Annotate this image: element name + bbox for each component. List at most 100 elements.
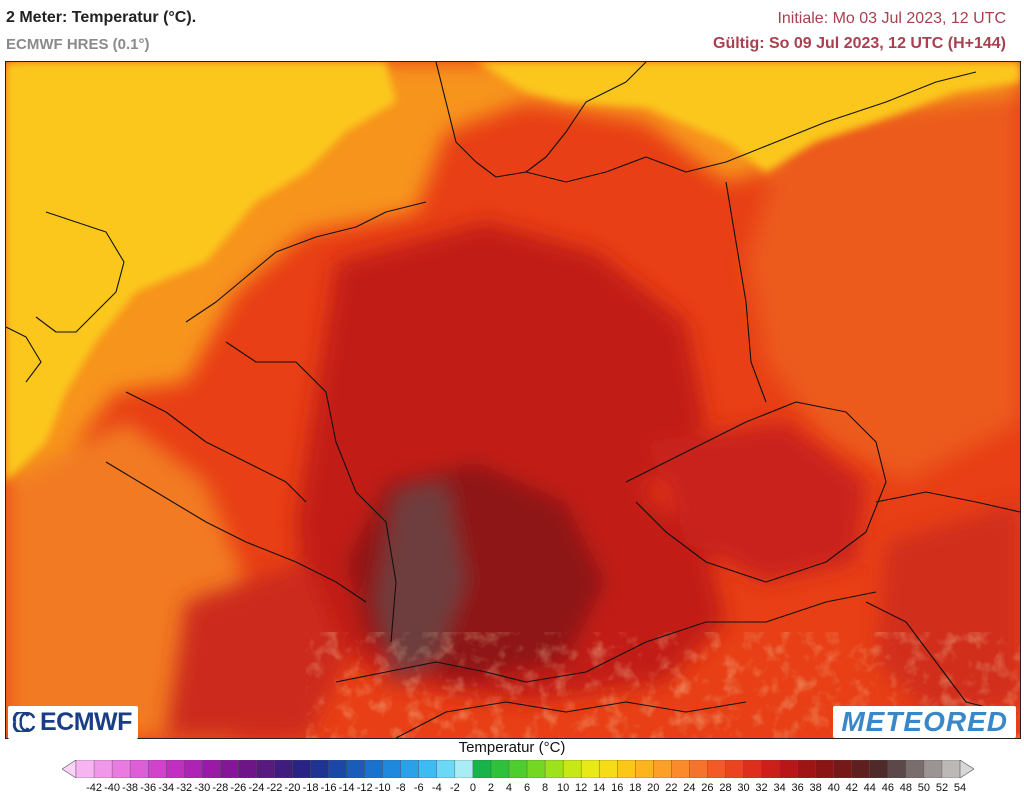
- colorbar-tick-label: 34: [773, 782, 786, 794]
- legend-title: Temperatur (°C): [458, 739, 566, 756]
- meteored-logo[interactable]: METEORED: [833, 706, 1016, 738]
- ecmwf-logo-text: ECMWF: [40, 708, 132, 736]
- colorbar-swatch: [328, 760, 348, 778]
- colorbar-swatch: [472, 760, 492, 778]
- colorbar-swatch: [418, 760, 438, 778]
- colorbar-tick-label: 32: [755, 782, 768, 794]
- baltic-coast: [525, 71, 977, 183]
- colorbar-tick-label: -2: [449, 782, 460, 794]
- colorbar-swatch: [111, 760, 131, 778]
- colorbar-min-arrow: [62, 760, 77, 778]
- colorbar-tick-label: 2: [487, 782, 494, 794]
- init-time: Initiale: Mo 03 Jul 2023, 12 UTC: [777, 10, 1006, 27]
- colorbar-swatch: [508, 760, 528, 778]
- colorbar-tick-label: -20: [284, 782, 301, 794]
- colorbar-swatch: [129, 760, 149, 778]
- temperature-map[interactable]: [5, 61, 1021, 739]
- colorbar-swatch: [815, 760, 835, 778]
- color-bar-ticks: -42 -40 -38 -36 -34 -32 -30 -28 -26 -24 -22 -20 -18-…: [0, 782, 1024, 798]
- czech-border: [625, 401, 887, 583]
- colorbar-tick-label: 38: [809, 782, 822, 794]
- colorbar-swatch: [202, 760, 221, 778]
- colorbar-swatch: [93, 760, 113, 778]
- colorbar-tick-label: 14: [593, 782, 606, 794]
- czech-hot: [646, 422, 866, 582]
- france-border: [105, 461, 367, 603]
- italy-border: [395, 701, 747, 738]
- colorbar-tick-label: -34: [158, 782, 175, 794]
- colorbar-swatch: [436, 760, 456, 778]
- colorbar-tick-label: 16: [611, 782, 624, 794]
- west-border: [225, 341, 397, 643]
- colorbar-tick-label: 0: [469, 782, 476, 794]
- colorbar-swatch: [75, 760, 95, 778]
- colorbar-tick-label: -42: [86, 782, 102, 794]
- colorbar-swatch: [310, 760, 330, 778]
- color-bar: [62, 760, 974, 778]
- colorbar-swatch: [598, 760, 618, 778]
- ecmwf-logo: ECMWF: [8, 706, 138, 739]
- colorbar-tick-label: -4: [431, 782, 442, 794]
- colorbar-swatch: [166, 760, 185, 778]
- south-west-hot: [166, 562, 346, 738]
- colorbar-swatch: [707, 760, 726, 778]
- colorbar-tick-label: -30: [194, 782, 211, 794]
- colorbar-swatch: [562, 760, 582, 778]
- colorbar-swatch: [256, 760, 275, 778]
- denmark-coast: [435, 62, 647, 178]
- netherlands-coast: [185, 201, 427, 323]
- uk-coastline: [6, 211, 125, 383]
- colorbar-swatch: [725, 760, 745, 778]
- colorbar-swatch: [526, 760, 546, 778]
- colorbar-tick-label: 52: [935, 782, 949, 794]
- colorbar-tick-label: -14: [338, 782, 355, 794]
- colorbar-swatch: [147, 760, 167, 778]
- colorbar-tick-label: -6: [413, 782, 424, 794]
- colorbar-tick-label: -10: [374, 782, 391, 794]
- colorbar-tick-label: -36: [140, 782, 157, 794]
- colorbar-tick-label: 8: [541, 782, 549, 794]
- colorbar-tick-label: 10: [556, 782, 570, 794]
- swiss-border: [335, 661, 527, 683]
- colorbar-swatch: [238, 760, 257, 778]
- poland-border: [725, 181, 767, 403]
- colorbar-swatch: [454, 760, 474, 778]
- colorbar-swatch: [797, 760, 817, 778]
- colorbar-swatch: [851, 760, 871, 778]
- colorbar-tick-label: -12: [356, 782, 373, 794]
- colorbar-max-arrow: [959, 760, 974, 778]
- colorbar-tick-label: 18: [629, 782, 642, 794]
- model-label: ECMWF HRES (0.1°): [6, 36, 150, 53]
- colorbar-swatch: [184, 760, 203, 778]
- colorbar-tick-label: 54: [953, 782, 967, 794]
- colorbar-swatch: [923, 760, 943, 778]
- colorbar-swatch: [833, 760, 853, 778]
- colorbar-swatch: [887, 760, 907, 778]
- colorbar-swatch: [761, 760, 781, 778]
- slovakia-border: [875, 491, 1020, 513]
- colorbar-tick-label: 28: [719, 782, 732, 794]
- colorbar-tick-label: 44: [863, 782, 876, 794]
- colorbar-tick-label: -40: [104, 782, 121, 794]
- east-field: [746, 92, 1020, 482]
- colorbar-tick-label: -18: [302, 782, 319, 794]
- colorbar-tick-label: 22: [665, 782, 678, 794]
- valid-time: Gültig: So 09 Jul 2023, 12 UTC (H+144): [713, 35, 1006, 52]
- hungary-border: [865, 601, 1007, 713]
- colorbar-swatch: [653, 760, 672, 778]
- colorbar-swatch: [779, 760, 799, 778]
- belgium-border: [125, 391, 307, 503]
- colorbar-swatch: [490, 760, 510, 778]
- colorbar-tick-label: -8: [395, 782, 406, 794]
- colorbar-swatch: [671, 760, 690, 778]
- colorbar-swatch: [580, 760, 600, 778]
- colorbar-swatch: [689, 760, 708, 778]
- colorbar-tick-label: 40: [827, 782, 840, 794]
- colorbar-swatch: [220, 760, 239, 778]
- colorbar-swatch: [382, 760, 402, 778]
- map-title: 2 Meter: Temperatur (°C).: [6, 9, 197, 26]
- colorbar-swatch: [743, 760, 763, 778]
- colorbar-tick-label: 20: [647, 782, 660, 794]
- colorbar-tick-label: 36: [791, 782, 804, 794]
- colorbar-tick-label: 24: [683, 782, 696, 794]
